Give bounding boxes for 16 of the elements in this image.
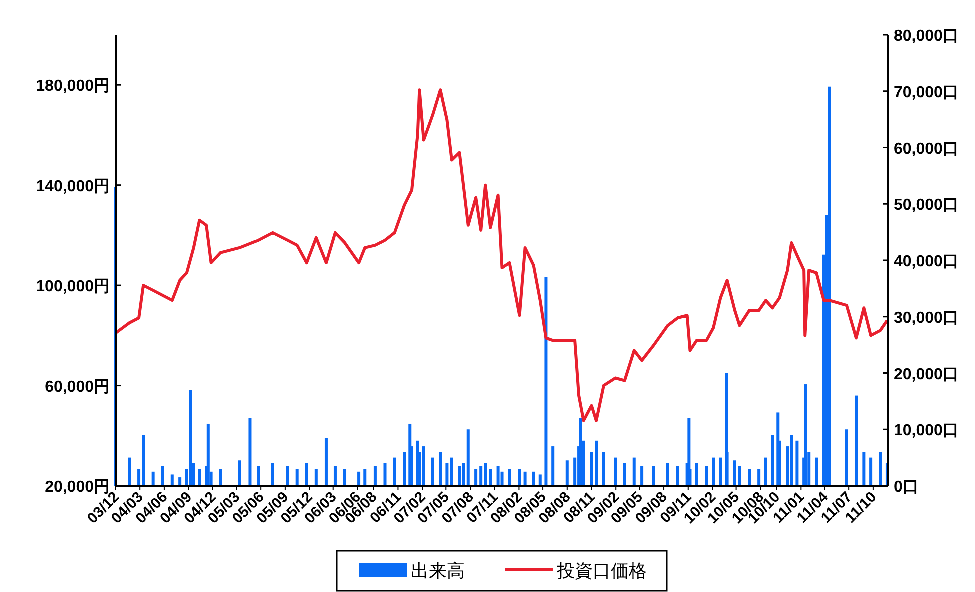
y2-tick-label: 70,000口 [894,84,959,102]
y-tick-label: 60,000円 [45,378,110,396]
y2-tick-label: 0口 [894,479,919,496]
legend-label: 投資口価格 [556,561,647,581]
y2-tick-label: 60,000口 [894,140,959,158]
y2-tick-label: 50,000口 [894,197,959,214]
y2-tick-label: 10,000口 [894,422,959,440]
y-tick-label: 140,000円 [36,178,110,196]
y2-tick-label: 40,000口 [894,254,959,270]
y2-tick-label: 80,000口 [894,28,959,45]
y-tick-label: 180,000円 [36,78,110,96]
y2-tick-label: 20,000口 [894,366,959,384]
legend-label: 出来高 [411,561,465,581]
y-tick-label: 20,000円 [45,479,110,496]
y2-tick-label: 30,000口 [894,310,959,327]
y-tick-label: 100,000円 [36,278,110,296]
